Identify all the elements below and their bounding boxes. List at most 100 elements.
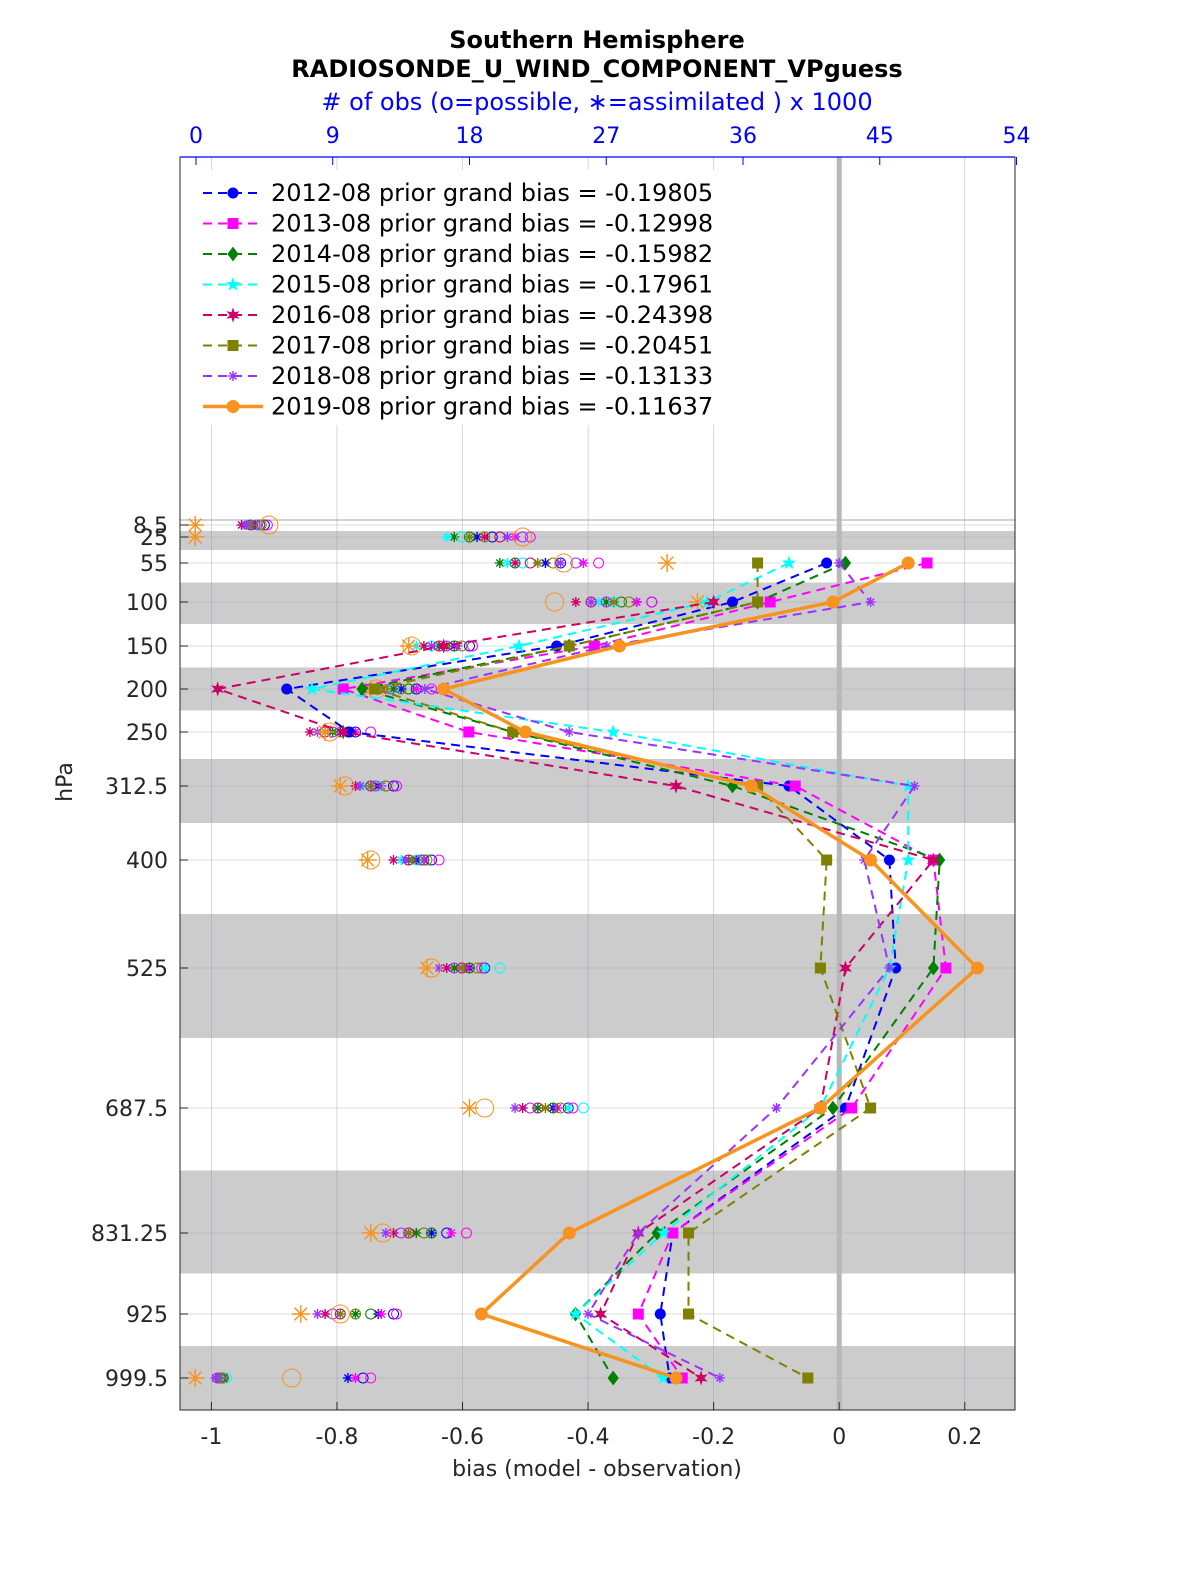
obs-possible-marker: [418, 854, 430, 866]
legend-marker-2: [227, 218, 239, 229]
top-tick-label: 54: [1003, 124, 1031, 149]
series-point-8: [826, 595, 840, 609]
obs-possible-marker: [479, 531, 491, 543]
obs-assimilated-marker: [586, 597, 597, 607]
obs-assimilated-marker-stroke: [518, 1103, 527, 1113]
obs-assimilated-marker: [380, 1228, 391, 1238]
y-tick-label: 687.5: [105, 1097, 168, 1122]
x-tick-label: -0.6: [441, 1425, 484, 1450]
obs-assimilated-marker-stroke: [401, 855, 410, 865]
obs-assimilated-marker-stroke: [602, 597, 611, 607]
obs-assimilated-marker-stroke: [313, 1309, 322, 1319]
series-point-8: [562, 1226, 576, 1240]
series-line-5: [213, 601, 936, 1379]
chart-title: Southern Hemisphere: [449, 26, 745, 54]
series-point-2: [667, 1227, 679, 1239]
series-point-5: [336, 724, 350, 740]
obs-assimilated-marker: [406, 855, 417, 865]
obs-assimilated-marker-stroke: [377, 1309, 386, 1319]
top-tick-label: 45: [866, 124, 894, 149]
obs-possible-marker: [395, 683, 407, 695]
series-point-3: [827, 1100, 839, 1116]
obs-possible-marker: [365, 1372, 377, 1384]
obs-possible-marker: [555, 1102, 567, 1114]
obs-assimilated-marker: [361, 1224, 380, 1242]
legend-marker-6: [227, 340, 239, 351]
obs-assimilated-marker-stroke: [594, 597, 603, 607]
obs-possible-marker: [600, 596, 612, 608]
series-line-6: [370, 563, 872, 1379]
obs-assimilated-marker: [532, 1103, 543, 1113]
series-point-3: [927, 960, 940, 976]
obs-assimilated-marker: [355, 781, 366, 791]
top-tick-label: 0: [189, 124, 203, 149]
y-tick-label: 831.25: [91, 1222, 168, 1247]
obs-possible-marker: [577, 1102, 589, 1114]
obs-assimilated-marker-stroke: [336, 1309, 345, 1319]
obs-assimilated-marker: [320, 1309, 331, 1319]
series-point-1: [654, 1308, 666, 1320]
x-tick-label: -0.2: [692, 1425, 735, 1450]
obs-assimilated-marker: [396, 684, 407, 694]
obs-possible-marker: [282, 1368, 302, 1388]
obs-assimilated-marker-stroke: [480, 532, 489, 542]
series-line-1: [284, 562, 897, 1379]
obs-assimilated-marker-stroke: [351, 1373, 360, 1383]
legend-entry-8: 2019-08 prior grand bias = -0.11637: [271, 393, 713, 421]
obs-assimilated-marker-stroke: [397, 684, 406, 694]
obs-assimilated-marker-stroke: [360, 853, 375, 867]
obs-possible-marker: [330, 1304, 350, 1324]
obs-assimilated-marker-stroke: [333, 779, 348, 793]
obs-assimilated-marker: [426, 1228, 437, 1238]
obs-assimilated-marker-stroke: [356, 781, 365, 791]
series-point-8: [813, 1101, 827, 1115]
legend-marker-8: [226, 400, 240, 413]
legend-marker-7: [228, 371, 238, 381]
y-tick-label: 999.5: [105, 1367, 168, 1392]
obs-possible-marker: [261, 519, 273, 531]
obs-assimilated-marker-stroke: [211, 1373, 220, 1383]
series-point-8: [518, 725, 532, 739]
obs-assimilated-marker: [291, 1305, 310, 1323]
obs-assimilated-marker: [241, 520, 252, 530]
y-tick-label: 55: [140, 552, 168, 577]
obs-assimilated-marker-stroke: [511, 1103, 520, 1113]
obs-assimilated-marker-stroke: [450, 963, 459, 973]
series-point-7-stroke: [885, 963, 894, 973]
obs-assimilated-marker: [411, 684, 422, 694]
obs-possible-marker: [380, 780, 392, 792]
obs-assimilated-marker-stroke: [541, 1103, 550, 1113]
series-point-7: [633, 1228, 644, 1238]
obs-assimilated-marker-stroke: [442, 963, 451, 973]
series-point-7: [771, 1103, 782, 1113]
obs-possible-marker: [524, 1102, 536, 1114]
obs-assimilated-marker: [608, 597, 619, 607]
obs-assimilated-marker: [631, 597, 642, 607]
obs-assimilated-marker-stroke: [462, 1101, 477, 1115]
obs-assimilated-marker-stroke: [343, 1373, 352, 1383]
obs-assimilated-marker: [456, 963, 467, 973]
series-point-8: [744, 779, 758, 793]
obs-assimilated-marker: [350, 1373, 361, 1383]
obs-assimilated-marker: [388, 855, 399, 865]
obs-assimilated-marker-stroke: [587, 597, 596, 607]
obs-assimilated-marker-stroke: [660, 556, 674, 570]
obs-possible-marker: [425, 1227, 437, 1239]
obs-assimilated-marker-stroke: [609, 597, 618, 607]
series-point-7-stroke: [584, 1309, 593, 1319]
obs-possible-marker: [415, 854, 427, 866]
obs-possible-marker: [421, 854, 433, 866]
axis-ticks: -1 -0.8 -0.6 -0.4 -0.2 0 0.20 9 18 27 36 45 548.5255…: [91, 124, 1031, 1450]
series-point-6: [865, 1102, 877, 1114]
obs-possible-marker: [513, 527, 533, 547]
series-point-7: [865, 597, 876, 607]
series-point-4: [568, 1306, 583, 1321]
obs-assimilated-marker-stroke: [480, 963, 489, 973]
obs-assimilated-marker: [210, 1373, 221, 1383]
obs-assimilated-marker-stroke: [564, 1103, 573, 1113]
y-tick-label: 925: [126, 1303, 168, 1328]
obs-assimilated-marker-stroke: [533, 558, 542, 568]
obs-assimilated-marker-stroke: [293, 1307, 308, 1321]
top-axis-label: # of obs (o=possible, ∗=assimilated ) x …: [321, 88, 872, 116]
legend-entry-3: 2014-08 prior grand bias = -0.15982: [271, 240, 713, 268]
